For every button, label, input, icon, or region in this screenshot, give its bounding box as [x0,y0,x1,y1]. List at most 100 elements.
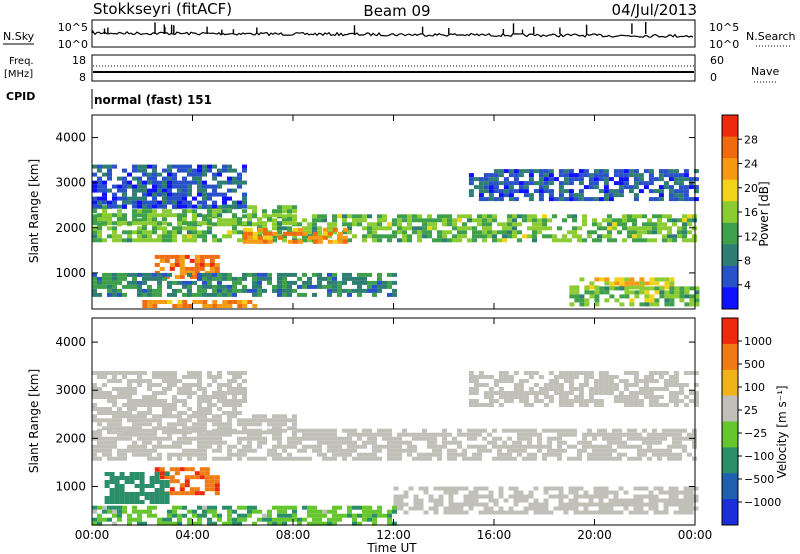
heatmap-cell [682,428,687,433]
heatmap-cell [437,214,442,219]
heatmap-cell [413,502,419,507]
heatmap-cell [322,284,327,289]
heatmap-cell [112,414,117,419]
heatmap-cell [122,505,127,510]
heatmap-cell [648,169,654,174]
heatmap-cell [134,500,140,504]
heatmap-cell [372,280,377,285]
heatmap-cell [147,176,152,181]
heatmap-cell [618,395,624,399]
heatmap-cell [502,230,507,235]
heatmap-cell [583,197,589,202]
heatmap-cell [664,290,670,295]
heatmap-cell [102,200,107,205]
heatmap-cell [112,387,117,391]
heatmap-cell [382,432,387,437]
heatmap-cell [212,403,217,407]
heatmap-cell [607,218,612,223]
heatmap-cell [107,292,112,297]
heatmap-cell [217,221,222,226]
heatmap-cell [127,521,132,526]
heatmap-cell [563,375,569,379]
heatmap-cell [488,403,494,407]
heatmap-cell [177,230,182,235]
heatmap-cell [398,494,404,499]
heatmap-cell [392,222,397,227]
heatmap-cell [633,486,639,491]
heatmap-cell [412,456,417,461]
heatmap-cell [633,181,639,186]
heatmap-cell [242,399,247,403]
heatmap-cell [658,498,664,503]
heatmap-cell [623,399,629,403]
heatmap-cell [137,230,142,235]
heatmap-cell [92,517,97,522]
heatmap-cell [688,494,694,499]
heatmap-cell [527,444,532,449]
heatmap-cell [437,448,442,453]
heatmap-cell [152,217,157,222]
heatmap-cell [337,452,342,457]
heatmap-cell [597,444,602,449]
heatmap-cell [117,426,122,431]
heatmap-cell [657,214,662,219]
heatmap-cell [387,234,392,239]
heatmap-cell [152,180,157,185]
heatmap-cell [647,226,652,231]
heatmap-cell [617,452,622,457]
heatmap-cell [637,452,642,457]
heatmap-cell [594,277,600,282]
heatmap-cell [137,284,142,289]
heatmap-cell [583,173,589,178]
heatmap-cell [102,238,107,243]
heatmap-cell [542,234,547,239]
heatmap-cell [648,502,654,507]
heatmap-cell [633,395,639,399]
heatmap-cell [109,480,115,484]
heatmap-cell [583,494,589,499]
heatmap-cell [277,432,282,437]
heatmap-cell [493,399,499,403]
heatmap-cell [523,494,529,499]
heatmap-cell [222,399,227,403]
heatmap-cell [182,234,187,239]
heatmap-cell [322,231,328,236]
heatmap-cell [297,436,302,441]
heatmap-cell [187,440,192,445]
heatmap-cell [212,418,217,423]
heatmap-cell [574,294,580,299]
heatmap-cell [212,172,217,177]
heatmap-cell [347,292,352,297]
heatmap-cell [643,383,649,387]
heatmap-cell [497,452,502,457]
heatmap-cell [503,379,509,383]
heatmap-cell [558,395,564,399]
heatmap-cell [302,284,307,289]
heatmap-cell [392,509,397,514]
heatmap-cell [422,432,427,437]
heatmap-cell [232,371,237,375]
heatmap-cell [677,456,682,461]
heatmap-cell [222,521,227,526]
heatmap-cell [382,214,387,219]
heatmap-cell [497,436,502,441]
heatmap-cell [513,486,519,491]
heatmap-cell [483,383,489,387]
heatmap-cell [312,513,317,518]
heatmap-cell [578,181,584,186]
heatmap-cell [528,169,534,174]
heatmap-cell [607,230,612,235]
heatmap-cell [222,284,227,289]
heatmap-cell [237,422,242,427]
heatmap-cell [462,214,467,219]
heatmap-cell [387,521,392,526]
heatmap-cell [122,230,127,235]
colorbar-tick-label: 16 [744,206,758,219]
heatmap-cell [517,440,522,445]
heatmap-cell [482,230,487,235]
heatmap-cell [242,235,248,240]
heatmap-cell [498,510,504,515]
heatmap-cell [167,414,172,419]
heatmap-cell [678,383,684,387]
heatmap-cell [632,214,637,219]
